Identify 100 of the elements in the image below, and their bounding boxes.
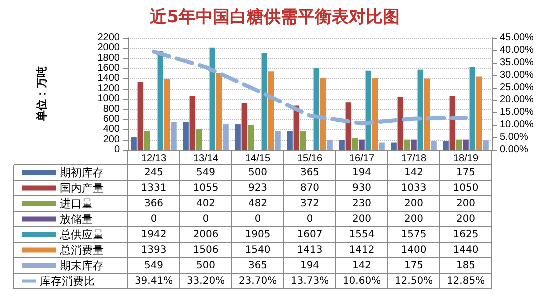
bar <box>339 140 345 150</box>
data-label: 549 <box>196 167 216 178</box>
bar <box>443 141 449 150</box>
data-label: 0 <box>254 214 262 225</box>
legend-label: 库存消费比 <box>40 274 95 288</box>
data-label: 500 <box>196 260 216 272</box>
data-label: 1331 <box>141 182 167 194</box>
data-label: 0 <box>202 214 210 225</box>
data-label: 0 <box>150 214 158 225</box>
data-label: 365 <box>300 167 320 178</box>
bar <box>366 70 372 150</box>
data-label: 200 <box>456 214 476 225</box>
y2-tick-label: 30.00% <box>500 70 534 81</box>
data-label: 185 <box>456 260 476 272</box>
data-label: 366 <box>144 198 164 210</box>
y2-tick-label: 15.00% <box>500 107 534 118</box>
data-label: 33.20% <box>186 276 226 287</box>
y2-tick-label: 20.00% <box>500 94 534 106</box>
x-tick-label: 14/15 <box>245 154 271 164</box>
bar <box>483 140 489 150</box>
bar <box>398 97 404 150</box>
data-label: 1607 <box>297 229 323 240</box>
bar <box>379 142 385 150</box>
bar <box>431 141 437 150</box>
bar <box>138 82 144 150</box>
data-label: 1575 <box>401 229 427 240</box>
data-label: 39.41% <box>134 276 174 287</box>
y-tick-label: 1600 <box>98 63 120 74</box>
data-label: 1942 <box>141 229 167 240</box>
data-label: 10.60% <box>342 276 382 287</box>
y2-tick-label: 0.00% <box>500 144 528 156</box>
bar <box>463 140 469 150</box>
bar <box>300 131 306 150</box>
bar <box>131 138 137 150</box>
data-label: 1393 <box>141 244 167 256</box>
bar <box>418 70 424 150</box>
y-axis-title: 单位：万吨 <box>36 66 48 122</box>
bar <box>287 131 293 150</box>
data-label: 923 <box>248 182 268 194</box>
x-tick-label: 13/14 <box>193 154 219 164</box>
y2-tick-label: 25.00% <box>500 82 534 94</box>
y2-tick-label: 5.00% <box>500 132 528 144</box>
y-tick-label: 2000 <box>98 42 120 54</box>
data-label: 142 <box>404 167 424 178</box>
data-label: 12.85% <box>446 276 486 287</box>
data-label: 549 <box>144 260 164 272</box>
data-label: 142 <box>352 260 372 272</box>
bar <box>171 122 177 150</box>
bar <box>372 78 378 150</box>
y-tick-label: 0 <box>114 144 120 156</box>
data-label: 1540 <box>245 244 271 256</box>
bar <box>196 130 202 150</box>
bar <box>359 140 365 150</box>
legend-label: 放储量 <box>60 212 93 226</box>
bar <box>275 131 281 150</box>
y-tick-label: 400 <box>103 124 120 136</box>
chart-title: 近5年中国白糖供需平衡表对比图 <box>149 8 400 28</box>
data-label: 1050 <box>453 182 479 194</box>
y-tick-label: 1800 <box>98 52 120 64</box>
legend-label: 期末库存 <box>60 259 104 272</box>
bar <box>262 53 268 150</box>
y-tick-label: 200 <box>103 134 120 146</box>
bar <box>158 51 164 150</box>
bar <box>210 48 216 150</box>
bar <box>242 103 248 150</box>
data-label: 2006 <box>193 229 219 240</box>
data-label: 0 <box>306 214 314 225</box>
line-series <box>152 50 468 126</box>
legend-label: 进口量 <box>60 197 93 210</box>
data-label: 245 <box>144 167 164 178</box>
data-label: 1033 <box>401 182 427 194</box>
bar <box>424 78 430 150</box>
data-label: 1506 <box>193 244 219 256</box>
y2-tick-label: 40.00% <box>500 44 534 56</box>
data-label: 1625 <box>453 229 479 240</box>
data-label: 230 <box>352 198 372 210</box>
legend-label: 总消费量 <box>59 244 104 257</box>
data-label: 200 <box>456 198 476 210</box>
y2-tick-label: 35.00% <box>500 57 534 68</box>
data-label: 1905 <box>245 229 271 240</box>
bar <box>352 138 358 150</box>
legend-label: 期初库存 <box>60 166 104 180</box>
data-label: 1055 <box>193 182 219 194</box>
data-label: 12.50% <box>394 276 434 287</box>
data-label: 200 <box>404 198 424 210</box>
bar <box>456 140 462 150</box>
data-label: 1412 <box>349 244 375 256</box>
bar <box>314 68 320 150</box>
bar <box>404 140 410 150</box>
data-label: 175 <box>404 260 424 272</box>
bar <box>248 125 254 150</box>
data-label: 200 <box>404 214 424 225</box>
bar <box>223 124 229 150</box>
y-tick-label: 800 <box>103 104 120 115</box>
x-tick-label: 15/16 <box>297 154 323 164</box>
x-tick-label: 16/17 <box>349 154 375 164</box>
data-label: 175 <box>456 167 476 178</box>
data-label: 1413 <box>297 244 323 256</box>
data-label: 194 <box>300 260 320 272</box>
bar <box>164 79 170 150</box>
